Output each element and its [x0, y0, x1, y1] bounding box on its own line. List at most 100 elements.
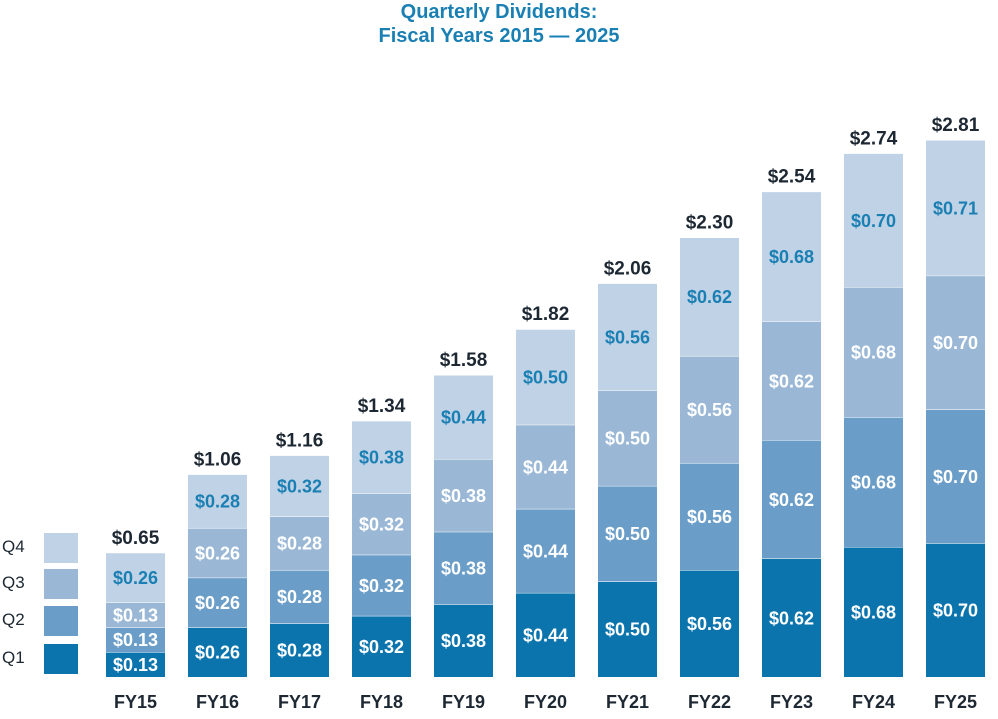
segment-label-fy20-q3: $0.44 [523, 457, 568, 477]
bar-fy24-q2 [844, 417, 903, 548]
segment-label-fy17-q4: $0.32 [277, 476, 322, 496]
total-label-fy24: $2.74 [850, 128, 898, 149]
legend-item-q3: Q3 [0, 569, 80, 599]
segment-label-fy16-q1: $0.26 [195, 643, 240, 663]
legend-label-q3: Q3 [2, 573, 25, 592]
segment-label-fy25-q2: $0.70 [933, 467, 978, 487]
bar-fy18-q1 [352, 615, 411, 677]
total-label-fy18: $1.34 [358, 396, 406, 417]
segment-label-fy16-q3: $0.26 [195, 543, 240, 563]
x-tick-label-fy16: FY16 [196, 692, 239, 712]
segment-label-fy19-q1: $0.38 [441, 631, 486, 651]
segment-label-fy17-q3: $0.28 [277, 534, 322, 554]
legend-label-q1: Q1 [2, 648, 25, 667]
legend-swatch-q2 [44, 606, 78, 636]
segment-label-fy15-q1: $0.13 [113, 655, 158, 675]
bar-fy16-q4 [188, 474, 247, 528]
bar-fy19-q1 [434, 604, 493, 677]
segment-label-fy15-q4: $0.26 [113, 568, 158, 588]
bar-fy17-q4 [270, 455, 329, 517]
total-label-fy19: $1.58 [440, 350, 488, 371]
segment-label-fy19-q3: $0.38 [441, 486, 486, 506]
segment-label-fy24-q2: $0.68 [851, 473, 896, 493]
bar-fy25-q2 [926, 409, 985, 544]
segment-label-fy17-q1: $0.28 [277, 641, 322, 661]
x-tick-label-fy17: FY17 [278, 692, 321, 712]
bar-fy21-q3 [598, 390, 657, 486]
bar-fy19-q3 [434, 459, 493, 532]
x-tick-label-fy20: FY20 [524, 692, 567, 712]
bar-fy19-q2 [434, 531, 493, 605]
segment-label-fy19-q2: $0.38 [441, 559, 486, 579]
segment-label-fy23-q4: $0.68 [769, 247, 814, 267]
bar-fy23-q2 [762, 440, 821, 559]
segment-label-fy24-q1: $0.68 [851, 603, 896, 623]
bar-fy15-q4 [106, 552, 165, 603]
bar-fy19-q4 [434, 375, 493, 460]
bar-fy20-q4 [516, 329, 575, 425]
x-tick-label-fy15: FY15 [114, 692, 157, 712]
x-tick-label-fy25: FY25 [934, 692, 977, 712]
bar-fy22-q1 [680, 569, 739, 677]
segment-label-fy17-q2: $0.28 [277, 587, 322, 607]
bar-fy20-q3 [516, 424, 575, 509]
chart-title-line2: Fiscal Years 2015 — 2025 [378, 25, 620, 47]
segment-label-fy24-q4: $0.70 [851, 211, 896, 231]
total-label-fy23: $2.54 [768, 167, 816, 188]
total-label-fy22: $2.30 [686, 212, 734, 233]
segment-label-fy21-q4: $0.56 [605, 327, 650, 347]
bar-fy25-q1 [926, 543, 985, 677]
legend-item-q2: Q2 [0, 606, 80, 636]
segment-label-fy18-q4: $0.38 [359, 448, 404, 468]
bar-fy18-q3 [352, 493, 411, 555]
segment-label-fy24-q3: $0.68 [851, 343, 896, 363]
segment-label-fy19-q4: $0.44 [441, 408, 486, 428]
segment-label-fy22-q3: $0.56 [687, 400, 732, 420]
segment-label-fy22-q2: $0.56 [687, 507, 732, 527]
bar-fy20-q1 [516, 592, 575, 677]
x-tick-label-fy19: FY19 [442, 692, 485, 712]
legend-swatch-q3 [44, 569, 78, 599]
bar-fy25-q3 [926, 275, 985, 410]
bar-fy22-q2 [680, 462, 739, 570]
bar-fy15-q2 [106, 627, 165, 653]
bar-fy21-q4 [598, 283, 657, 391]
segment-label-fy16-q2: $0.26 [195, 593, 240, 613]
x-tick-label-fy23: FY23 [770, 692, 813, 712]
segment-label-fy20-q2: $0.44 [523, 541, 568, 561]
bar-fy15-q3 [106, 602, 165, 628]
segment-label-fy16-q4: $0.28 [195, 492, 240, 512]
segment-label-fy22-q4: $0.62 [687, 287, 732, 307]
bar-fy25-q4 [926, 140, 985, 276]
bar-fy22-q4 [680, 237, 739, 356]
bar-fy24-q3 [844, 287, 903, 418]
segment-label-fy22-q1: $0.56 [687, 614, 732, 634]
total-label-fy16: $1.06 [194, 449, 242, 470]
bar-fy24-q1 [844, 547, 903, 677]
segment-label-fy23-q2: $0.62 [769, 490, 814, 510]
bar-fy23-q4 [762, 191, 821, 322]
bar-fy18-q4 [352, 420, 411, 494]
segment-label-fy25-q3: $0.70 [933, 333, 978, 353]
bar-fy16-q2 [188, 577, 247, 628]
segment-label-fy20-q1: $0.44 [523, 625, 568, 645]
bar-fy21-q1 [598, 581, 657, 677]
segment-label-fy18-q2: $0.32 [359, 576, 404, 596]
segment-label-fy21-q3: $0.50 [605, 429, 650, 449]
segment-label-fy25-q4: $0.71 [933, 198, 978, 218]
bar-fy15-q1 [106, 652, 165, 677]
chart-title-line1: Quarterly Dividends: [400, 1, 598, 23]
segment-label-fy20-q4: $0.50 [523, 367, 568, 387]
bar-fy16-q3 [188, 527, 247, 578]
bar-fy23-q1 [762, 558, 821, 677]
segment-label-fy23-q1: $0.62 [769, 608, 814, 628]
x-tick-label-fy18: FY18 [360, 692, 403, 712]
legend-swatch-q1 [44, 644, 78, 674]
bar-fy16-q1 [188, 627, 247, 677]
total-label-fy25: $2.81 [932, 115, 980, 136]
segment-label-fy18-q3: $0.32 [359, 515, 404, 535]
bar-fy20-q2 [516, 508, 575, 593]
x-tick-label-fy22: FY22 [688, 692, 731, 712]
x-tick-label-fy21: FY21 [606, 692, 649, 712]
